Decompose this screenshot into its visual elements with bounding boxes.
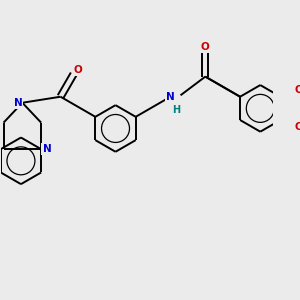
Text: O: O <box>201 42 210 52</box>
Text: O: O <box>294 85 300 94</box>
Text: O: O <box>74 65 82 75</box>
Text: N: N <box>43 144 51 154</box>
Text: O: O <box>294 122 300 132</box>
Text: N: N <box>166 92 175 102</box>
Text: H: H <box>172 105 180 115</box>
Text: N: N <box>14 98 22 108</box>
